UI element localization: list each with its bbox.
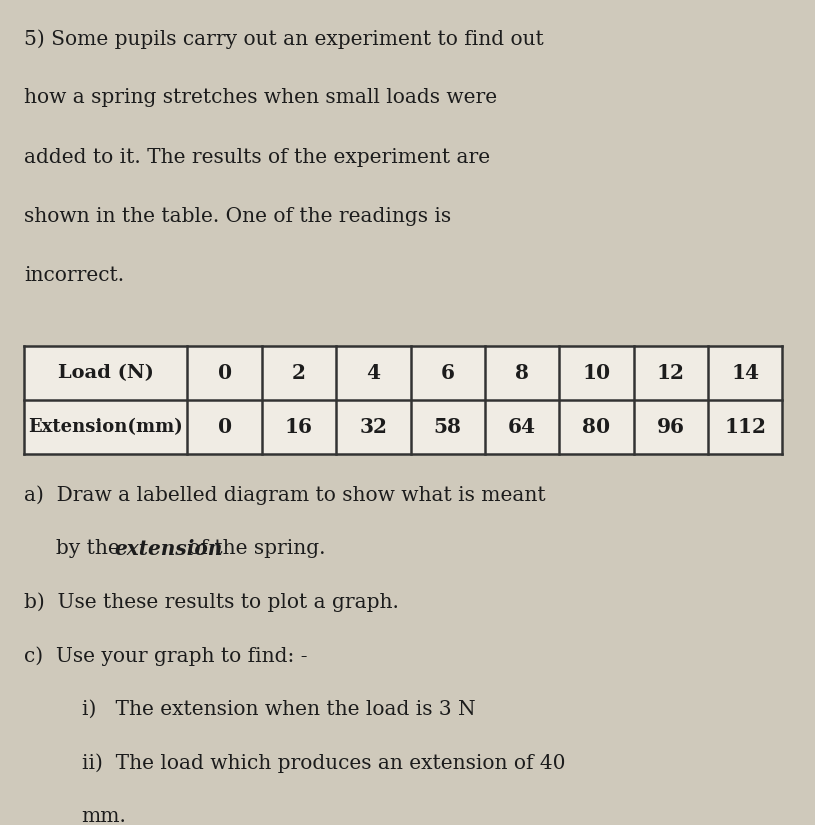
Text: 8: 8 (515, 363, 529, 384)
Text: 112: 112 (725, 417, 766, 437)
Text: of the spring.: of the spring. (182, 539, 325, 558)
Text: a)  Draw a labelled diagram to show what is meant: a) Draw a labelled diagram to show what … (24, 485, 546, 505)
Text: 5) Some pupils carry out an experiment to find out: 5) Some pupils carry out an experiment t… (24, 29, 544, 49)
Text: incorrect.: incorrect. (24, 266, 125, 285)
Text: by the: by the (24, 539, 126, 558)
Text: Load (N): Load (N) (58, 365, 154, 382)
Text: i)   The extension when the load is 3 N: i) The extension when the load is 3 N (82, 700, 475, 719)
Text: 96: 96 (657, 417, 685, 437)
Text: how a spring stretches when small loads were: how a spring stretches when small loads … (24, 88, 498, 107)
Text: extension: extension (114, 539, 222, 559)
Text: 2: 2 (292, 363, 306, 384)
Text: 12: 12 (657, 363, 685, 384)
Text: mm.: mm. (82, 807, 126, 825)
Text: 10: 10 (583, 363, 610, 384)
Text: 32: 32 (359, 417, 387, 437)
FancyBboxPatch shape (24, 346, 782, 454)
Text: c)  Use your graph to find: -: c) Use your graph to find: - (24, 646, 308, 666)
Text: 0: 0 (218, 417, 231, 437)
Text: shown in the table. One of the readings is: shown in the table. One of the readings … (24, 207, 452, 226)
Text: 6: 6 (441, 363, 455, 384)
Text: 58: 58 (434, 417, 462, 437)
Text: Extension(mm): Extension(mm) (29, 418, 183, 436)
Text: 0: 0 (218, 363, 231, 384)
Text: ii)  The load which produces an extension of 40: ii) The load which produces an extension… (82, 753, 565, 773)
Text: b)  Use these results to plot a graph.: b) Use these results to plot a graph. (24, 592, 399, 612)
Text: 80: 80 (583, 417, 610, 437)
Text: added to it. The results of the experiment are: added to it. The results of the experime… (24, 148, 491, 167)
Text: 4: 4 (366, 363, 381, 384)
Text: 16: 16 (285, 417, 313, 437)
Text: 64: 64 (508, 417, 536, 437)
Text: 14: 14 (731, 363, 760, 384)
